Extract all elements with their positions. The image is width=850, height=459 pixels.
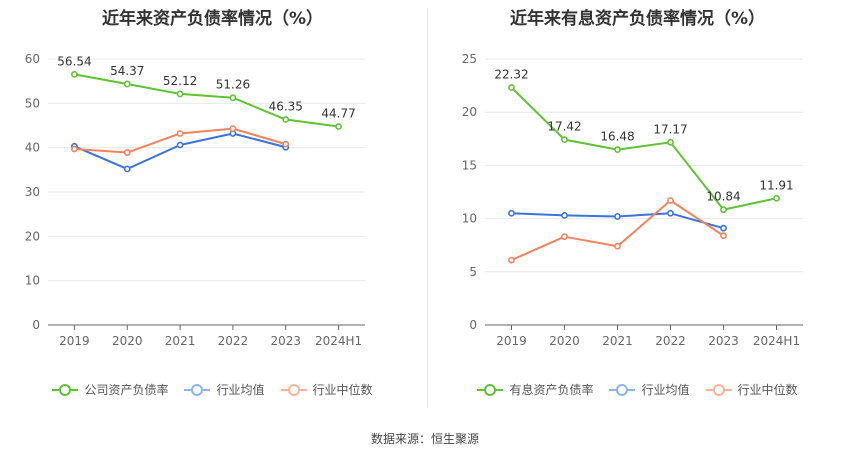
data-point [667,138,674,146]
x-tick-label: 2023 [708,334,739,348]
series-line [510,86,777,211]
legend-item-industry-mean[interactable]: 行业均值 [184,381,265,398]
debt-ratio-chart: 0 10 20 30 40 50 60 2019 2020 2021 2022 2023 2024H1 5… [25,52,365,348]
data-point [508,209,515,217]
data-point [123,149,131,156]
y-tick-label: 60 [25,52,40,66]
y-tick-label: 5 [469,265,477,279]
panel-divider [427,8,428,408]
data-label: 56.54 [57,54,91,68]
debt-ratio-chart-panel: 近年来资产负债率情况（%） 0 10 20 30 40 50 60 2019 2020 2021 2… [0,0,425,410]
y-tick-label: 30 [25,185,40,199]
data-point [561,212,568,219]
legend-marker-icon [280,383,307,396]
data-label: 17.17 [653,122,687,136]
data-point [71,145,78,153]
legend-item-company[interactable]: 公司资产负债率 [52,381,168,398]
data-point [176,130,184,137]
data-source-note: 数据来源：恒生聚源 [370,432,479,446]
data-point [123,80,131,88]
legend-label: 行业均值 [216,383,265,397]
x-tick-label: 2022 [218,334,249,348]
legend-marker-icon [705,383,732,396]
x-tick-label: 2022 [655,334,686,348]
data-point [720,224,727,232]
data-label: 54.37 [110,64,144,78]
data-point [614,146,621,154]
x-tick-label: 2024H1 [315,334,362,348]
data-point [123,165,131,173]
series-line [511,199,725,262]
y-tick-label: 15 [462,158,477,172]
data-label: 17.42 [547,120,581,134]
data-point [614,242,621,250]
data-point [229,125,237,133]
chart-legend: 公司资产负债率 行业均值 行业中位数 [0,381,425,398]
y-tick-label: 0 [32,318,40,332]
interest-debt-ratio-chart-panel: 近年来有息资产负债率情况（%） 0 5 10 15 20 25 2019 2020 2021 20… [425,0,850,410]
x-tick-label: 2019 [59,334,90,348]
data-point [720,206,727,214]
y-tick-label: 20 [25,229,40,243]
legend-label: 公司资产负债率 [84,383,169,397]
x-tick-label: 2020 [112,334,143,348]
data-point [667,197,674,204]
y-tick-label: 0 [469,318,477,332]
data-point [508,256,515,264]
data-point [561,136,568,144]
data-point [335,123,342,130]
legend-item-industry-mean[interactable]: 行业均值 [609,381,690,398]
data-label: 11.91 [759,178,793,192]
y-tick-label: 50 [25,96,40,110]
interest-debt-ratio-chart: 0 5 10 15 20 25 2019 2020 2021 2022 2023 2024H1 22.3… [462,52,803,348]
chart-legend: 有息资产负债率 行业均值 行业中位数 [425,381,850,398]
legend-marker-icon [609,383,636,396]
data-label: 52.12 [163,74,197,88]
data-point [282,116,290,123]
data-point [176,90,184,98]
legend-item-company[interactable]: 有息资产负债率 [477,381,593,398]
data-label: 10.84 [706,190,740,204]
legend-marker-icon [477,383,504,396]
chart-title: 近年来资产负债率情况（%） [101,9,324,29]
data-label: 16.48 [600,130,634,144]
data-label: 22.32 [494,68,528,82]
x-tick-label: 2024H1 [753,334,800,348]
legend-marker-icon [52,383,79,396]
data-point [71,70,78,78]
data-point [229,94,237,102]
series-line [74,73,339,128]
x-tick-label: 2019 [496,334,527,348]
x-tick-label: 2021 [165,334,196,348]
y-tick-label: 20 [462,105,477,119]
data-point [667,209,674,217]
x-tick-label: 2020 [549,334,580,348]
data-point [614,213,621,220]
data-point [508,84,515,91]
y-tick-label: 10 [462,212,477,226]
legend-label: 行业均值 [641,383,690,397]
legend-label: 行业中位数 [737,383,798,397]
data-point [773,194,780,202]
y-tick-label: 10 [25,274,40,288]
x-tick-label: 2021 [602,334,633,348]
y-tick-label: 40 [25,141,40,155]
data-point [282,140,290,148]
y-tick-label: 25 [462,52,477,66]
legend-label: 行业中位数 [312,383,373,397]
legend-label: 有息资产负债率 [509,383,594,397]
legend-item-industry-median[interactable]: 行业中位数 [280,381,373,398]
data-point [561,233,568,241]
data-label: 46.35 [269,100,303,114]
data-label: 44.77 [321,107,355,121]
x-tick-label: 2023 [270,334,301,348]
legend-marker-icon [184,383,211,396]
data-label: 51.26 [216,78,250,92]
data-point [720,232,727,240]
data-point [176,141,184,149]
legend-item-industry-median[interactable]: 行业中位数 [705,381,798,398]
chart-title: 近年来有息资产负债率情况（%） [509,9,766,29]
